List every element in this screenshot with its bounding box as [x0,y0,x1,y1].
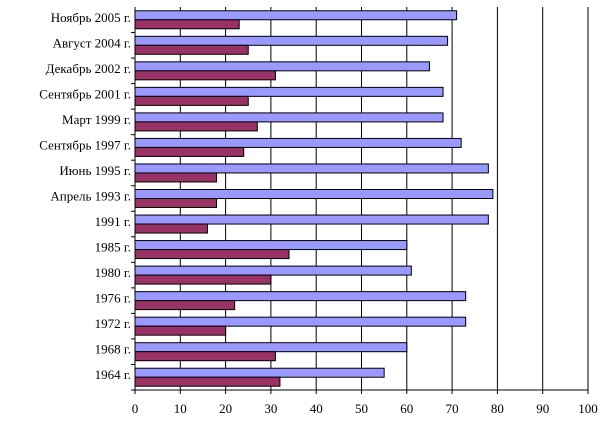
y-tick-label: Март 1999 г. [62,112,131,127]
bar [134,291,467,302]
bar [134,121,258,132]
bar [134,316,467,327]
y-tick-label: 1968 г. [95,342,131,357]
y-tick-label: 1980 г. [95,265,131,280]
bar [134,146,245,157]
y-tick-label: 1976 г. [95,291,131,306]
x-tick-label: 50 [355,401,368,416]
x-tick-label: 100 [578,401,598,416]
y-tick-label: Сентябрь 1997 г. [39,137,131,152]
y-tick-label: Апрель 1993 г. [50,188,131,203]
bar [134,274,272,285]
bar [134,342,408,353]
bar [134,10,458,21]
bar [134,70,276,81]
bar [134,351,276,362]
bar [134,265,412,276]
bar [134,86,444,97]
x-tick-label: 20 [219,401,232,416]
bar [134,376,281,387]
x-tick-label: 30 [264,401,277,416]
y-tick-label: 1985 г. [95,240,131,255]
bar [134,172,218,183]
y-tick-label: Декабрь 2002 г. [46,61,131,76]
y-tick-label: Август 2004 г. [53,35,131,50]
y-tick-label: 1991 г. [95,214,131,229]
bar [134,61,430,72]
bar [134,137,462,148]
y-tick-label: Ноябрь 2005 г. [51,10,131,25]
x-tick-label: 70 [446,401,459,416]
bar [134,240,408,251]
bar [134,44,249,55]
x-tick-label: 10 [174,401,187,416]
x-tick-label: 60 [400,401,413,416]
bar [134,367,385,378]
bar [134,35,449,46]
bar [134,249,290,260]
bar [134,325,227,336]
x-tick-label: 40 [310,401,323,416]
bar [134,300,236,311]
y-tick-label: 1972 г. [95,316,131,331]
y-tick-label: Июнь 1995 г. [59,163,131,178]
bar [134,214,489,225]
bar [134,198,218,208]
bar [134,19,240,30]
y-tick-label: Сентябрь 2001 г. [39,86,131,101]
bar [134,189,494,199]
y-tick-label: 1964 г. [95,367,131,382]
x-tick-label: 0 [132,401,139,416]
bar [134,95,249,106]
bar [134,163,489,174]
x-tick-label: 90 [536,401,549,416]
bar [134,112,444,123]
x-tick-label: 80 [491,401,504,416]
bar [134,223,208,234]
